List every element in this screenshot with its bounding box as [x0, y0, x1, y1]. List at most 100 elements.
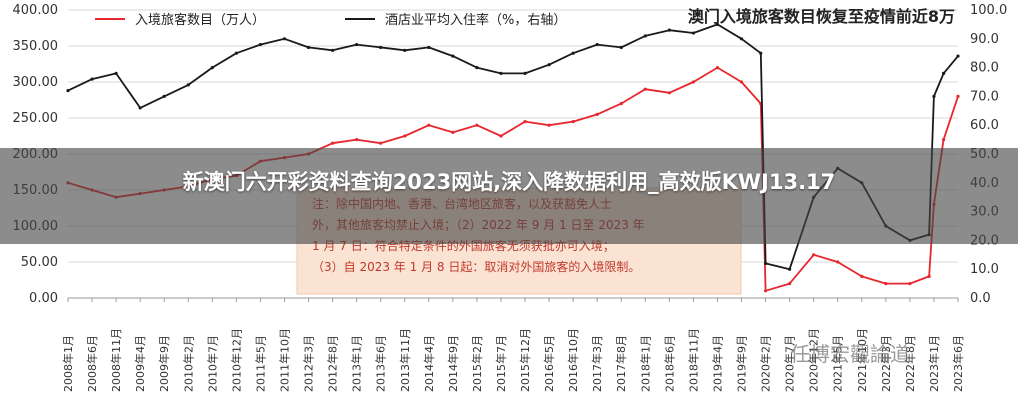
occupancy-point — [355, 42, 359, 47]
occupancy-point — [739, 37, 744, 41]
occupancy-point — [306, 45, 311, 50]
x-tick-label: 2019年9月 — [735, 335, 749, 392]
occupancy-point — [715, 22, 720, 26]
visitors-point — [667, 91, 671, 95]
y-right-tick-label: 10.0 — [970, 262, 999, 277]
occupancy-point — [763, 261, 768, 266]
y-left-tick-label: 300.00 — [13, 75, 59, 90]
visitors-point — [715, 66, 720, 70]
x-tick-label: 2017年8月 — [614, 335, 628, 392]
x-tick-label: 2012年8月 — [326, 335, 340, 392]
visitors-point — [451, 130, 455, 134]
x-tick-label: 2020年12月 — [807, 328, 821, 392]
visitors-point — [884, 282, 888, 286]
y-right-tick-label: 70.0 — [970, 89, 999, 104]
x-tick-label: 2023年6月 — [951, 335, 965, 392]
occupancy-point — [427, 45, 431, 50]
occupancy-point — [475, 66, 479, 70]
x-tick-label: 2013年6月 — [374, 335, 388, 392]
occupancy-point — [451, 54, 455, 58]
y-left-tick-label: 50.00 — [21, 255, 58, 270]
x-tick-label: 2013年1月 — [350, 335, 364, 392]
y-right-tick-label: 80.0 — [970, 61, 999, 76]
x-tick-label: 2015年2月 — [470, 335, 484, 392]
y-left-tick-label: 0.00 — [29, 291, 58, 306]
visitors-point — [788, 282, 792, 286]
legend-label-occupancy: 酒店业平均入住率（%，右轴） — [385, 12, 566, 28]
headline-text: 新澳门六开彩资料查询2023网站,深入降数据利用_高效版KWJ13.17 — [182, 170, 836, 194]
x-tick-label: 2014年4月 — [422, 335, 436, 392]
occupancy-point — [547, 63, 551, 67]
x-tick-label: 2008年1月 — [61, 335, 75, 392]
x-tick-label: 2020年7月 — [783, 335, 797, 392]
occupancy-point — [258, 42, 263, 47]
x-tick-label: 2009年4月 — [133, 335, 147, 392]
watermark-text: 任博宏觀論道 — [790, 342, 910, 366]
occupancy-point — [379, 45, 383, 50]
visitors-point — [643, 87, 647, 91]
x-tick-label: 2010年12月 — [229, 328, 243, 392]
visitors-point — [427, 123, 431, 127]
occupancy-point — [788, 267, 792, 271]
headline-banner — [0, 148, 1018, 244]
occupancy-point — [667, 28, 671, 32]
occupancy-point — [186, 83, 190, 87]
visitors-point — [475, 123, 479, 127]
occupancy-point — [66, 89, 70, 93]
visitors-point — [927, 274, 931, 278]
occupancy-point — [403, 48, 407, 52]
occupancy-point — [282, 37, 287, 41]
visitors-point — [379, 141, 383, 145]
occupancy-point — [932, 94, 936, 98]
visitors-point — [355, 138, 359, 142]
y-left-tick-label: 400.00 — [13, 3, 59, 18]
x-tick-label: 2021年10月 — [855, 328, 869, 392]
x-tick-label: 2020年2月 — [759, 335, 773, 392]
visitors-point — [619, 102, 623, 106]
x-tick-label: 2023年1月 — [927, 335, 941, 392]
occupancy-point — [330, 48, 335, 52]
visitors-point — [836, 260, 840, 264]
visitors-point — [595, 112, 599, 116]
x-tick-label: 2010年2月 — [181, 335, 195, 392]
visitors-point — [956, 94, 960, 98]
visitors-point — [908, 282, 912, 286]
x-tick-label: 2011年5月 — [253, 335, 267, 392]
x-tick-label: 2016年10月 — [566, 328, 580, 392]
occupancy-point — [691, 31, 696, 35]
visitors-point — [941, 138, 946, 142]
occupancy-point — [571, 51, 575, 55]
x-tick-label: 2018年1月 — [638, 335, 652, 392]
y-left-tick-label: 250.00 — [13, 111, 59, 126]
occupancy-point — [523, 71, 527, 75]
y-right-tick-label: 90.0 — [970, 32, 999, 47]
x-tick-label: 2015年7月 — [494, 335, 508, 392]
occupancy-point — [956, 54, 960, 58]
occupancy-point — [619, 45, 623, 50]
x-tick-label: 2012年3月 — [302, 335, 316, 392]
x-tick-label: 2018年6月 — [662, 335, 676, 392]
visitors-point — [812, 253, 816, 257]
x-tick-label: 2008年6月 — [85, 335, 99, 392]
occupancy-point — [759, 51, 763, 55]
occupancy-point — [595, 42, 599, 47]
visitors-point — [523, 120, 527, 124]
visitors-point — [571, 120, 575, 124]
x-tick-label: 2009年9月 — [157, 335, 171, 392]
occupancy-point — [941, 71, 946, 75]
note-line: （3）自 2023 年 1 月 8 日起：取消对外国旅客的入境限制。 — [312, 259, 640, 274]
x-tick-label: 2013年11月 — [398, 328, 412, 392]
x-tick-label: 2021年5月 — [831, 335, 845, 392]
y-right-tick-label: 60.0 — [970, 118, 999, 133]
x-tick-label: 2014年9月 — [446, 335, 460, 392]
x-tick-label: 2017年3月 — [590, 335, 604, 392]
x-tick-label: 2019年4月 — [710, 335, 724, 392]
x-tick-label: 2018年11月 — [686, 328, 700, 392]
occupancy-point — [210, 66, 214, 70]
occupancy-point — [234, 51, 238, 55]
x-tick-label: 2011年10月 — [277, 328, 291, 392]
chart-title: 澳门入境旅客数目恢复至疫情前近8万 — [688, 7, 955, 26]
visitors-point — [547, 123, 551, 127]
x-tick-label: 2010年7月 — [205, 335, 219, 392]
